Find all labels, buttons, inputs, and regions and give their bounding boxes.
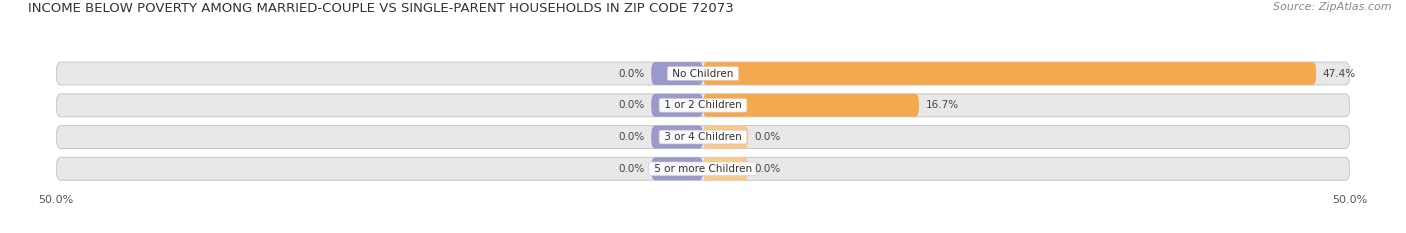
FancyBboxPatch shape xyxy=(56,157,1350,180)
FancyBboxPatch shape xyxy=(703,157,748,180)
Text: 0.0%: 0.0% xyxy=(619,69,645,79)
Text: 0.0%: 0.0% xyxy=(619,164,645,174)
Text: 47.4%: 47.4% xyxy=(1323,69,1355,79)
Text: 0.0%: 0.0% xyxy=(619,132,645,142)
FancyBboxPatch shape xyxy=(651,157,703,180)
FancyBboxPatch shape xyxy=(703,94,920,117)
FancyBboxPatch shape xyxy=(651,126,703,148)
Text: Source: ZipAtlas.com: Source: ZipAtlas.com xyxy=(1274,2,1392,12)
Text: 3 or 4 Children: 3 or 4 Children xyxy=(661,132,745,142)
FancyBboxPatch shape xyxy=(703,62,1316,85)
Text: 1 or 2 Children: 1 or 2 Children xyxy=(661,100,745,110)
Text: 16.7%: 16.7% xyxy=(925,100,959,110)
Text: 0.0%: 0.0% xyxy=(755,164,780,174)
Text: No Children: No Children xyxy=(669,69,737,79)
Text: 0.0%: 0.0% xyxy=(619,100,645,110)
FancyBboxPatch shape xyxy=(56,94,1350,117)
Text: 5 or more Children: 5 or more Children xyxy=(651,164,755,174)
Text: INCOME BELOW POVERTY AMONG MARRIED-COUPLE VS SINGLE-PARENT HOUSEHOLDS IN ZIP COD: INCOME BELOW POVERTY AMONG MARRIED-COUPL… xyxy=(28,2,734,15)
FancyBboxPatch shape xyxy=(56,126,1350,148)
FancyBboxPatch shape xyxy=(651,62,703,85)
FancyBboxPatch shape xyxy=(56,62,1350,85)
FancyBboxPatch shape xyxy=(703,126,748,148)
FancyBboxPatch shape xyxy=(651,94,703,117)
Text: 0.0%: 0.0% xyxy=(755,132,780,142)
